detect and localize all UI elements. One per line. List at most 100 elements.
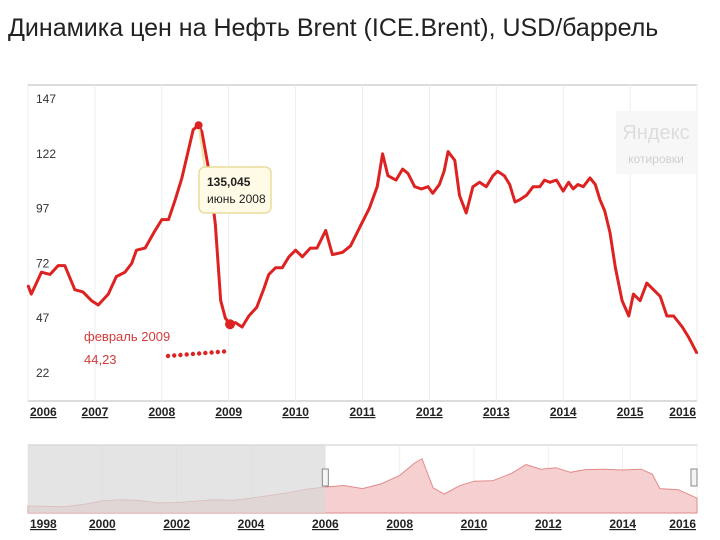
x-tick-label: 2011 [349,405,375,419]
data-point [316,247,318,249]
data-point [538,185,541,188]
navigator-x-labels: 1998 2000 2002 2004 2006 2008 2010 2012 2014 2016 [30,517,696,531]
x-axis-labels: 2006 2007 2008 2009 2010 2011 2012 2013 2014 2015… [30,405,696,419]
data-point [63,264,66,267]
data-point [696,352,698,355]
data-point [135,249,138,252]
nav-tick-label: 2004 [238,517,265,531]
watermark-sub: котировки [628,152,684,166]
data-point [107,293,110,295]
data-point [82,291,84,293]
y-tick-label: 22 [36,366,50,380]
watermark-brand: Яндекс [622,122,689,144]
nav-tick-label: 2002 [163,517,190,531]
data-point [420,188,423,190]
data-point [274,266,277,269]
nav-tick-label: 2014 [609,517,636,531]
nav-tick-label: 2010 [461,517,488,531]
data-point [627,315,630,317]
data-point [281,266,284,269]
data-point [401,168,404,170]
x-tick-label: 2006 [30,405,57,419]
data-point [301,256,304,258]
data-point [181,177,183,179]
data-point [288,256,290,258]
nav-tick-label: 2000 [89,517,116,531]
data-point [543,179,546,181]
min-annotation-dot [165,353,171,359]
data-point [472,185,474,188]
data-point [294,249,297,252]
navigator-handle-right[interactable] [690,468,698,487]
data-point [485,185,488,188]
max-callout-date: июнь 2008 [207,192,266,206]
data-point [268,273,270,276]
data-point [508,183,511,186]
min-annotation-value: 44,23 [84,352,117,367]
x-tick-label: 2008 [148,405,175,419]
data-point [518,199,521,201]
x-tick-label: 2012 [416,405,443,419]
nav-tick-label: 2006 [312,517,339,531]
y-tick-label: 72 [36,256,50,270]
data-point [532,185,534,188]
data-point [174,199,176,201]
navigator-handle-left[interactable] [321,468,329,487]
min-annotation-dots [165,349,227,359]
data-point [341,251,344,254]
data-point [368,207,370,210]
chart-title: Динамика цен на Нефть Brent (ICE.Brent),… [8,14,659,42]
y-tick-label: 97 [36,202,50,216]
data-point [478,181,481,184]
data-point [27,284,29,287]
min-annotation-dot [184,352,189,357]
data-point [381,153,384,155]
data-point [652,288,655,291]
data-point [187,148,190,151]
nav-tick-label: 2012 [535,517,562,531]
y-tick-label: 122 [36,147,56,161]
x-tick-label: 2013 [483,405,510,419]
data-point [458,194,461,197]
data-point [214,223,217,225]
data-point [413,185,416,188]
x-tick-label: 2010 [282,405,309,419]
y-axis-labels: 147 122 97 72 47 22 [36,92,56,380]
data-point [621,299,623,302]
data-point [492,174,494,177]
data-point [496,170,499,173]
min-annotation-dot [221,349,227,354]
x-tick-label: 2009 [215,405,242,419]
min-annotation-dot [178,352,183,358]
data-point [525,194,528,197]
data-point [549,181,551,184]
data-point [395,179,397,181]
yandex-watermark: Яндекс котировки [616,111,697,174]
data-point [192,128,195,131]
data-point [577,183,579,186]
data-point [632,293,635,295]
data-point [30,293,33,295]
data-point [324,229,327,232]
data-point [672,315,675,317]
data-point [609,231,611,234]
data-point [443,170,445,173]
x-tick-label: 2016 [669,405,696,419]
data-point [247,315,250,317]
data-point [201,131,203,133]
data-point [167,218,170,221]
data-point [57,264,59,267]
data-point [309,247,312,249]
data-point [666,315,668,317]
data-point [614,266,617,269]
data-point [427,185,429,188]
data-point [234,321,237,324]
data-point [589,177,591,179]
data-point [562,190,564,192]
watermark-box [616,111,697,174]
data-point [514,201,516,203]
handle-right-grip[interactable] [690,468,698,487]
handle-left-grip[interactable] [321,468,329,487]
min-annotation-dot [203,350,208,356]
